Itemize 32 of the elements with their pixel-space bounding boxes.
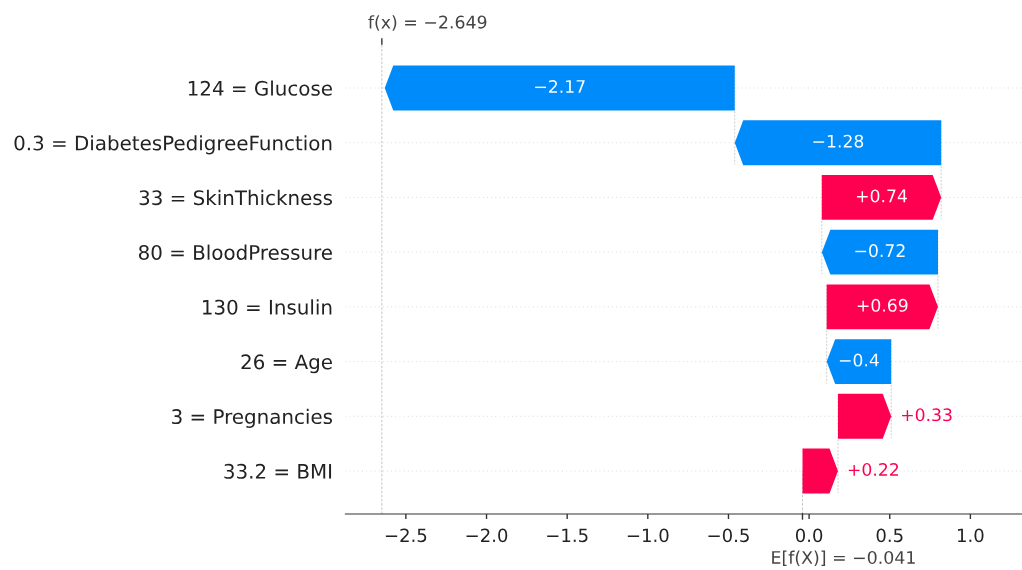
y-tick-label: 26 = Age xyxy=(241,354,332,374)
y-tick-label: 130 = Insulin xyxy=(203,299,332,315)
bar xyxy=(821,174,942,220)
y-tick-label: 80 = BloodPressure xyxy=(138,244,332,260)
ref-line-label: f(x) = −2.649 xyxy=(368,15,487,31)
bar xyxy=(734,120,942,166)
y-tick-label: 3 = Pregnancies xyxy=(172,408,333,428)
x-tick-label: 0.5 xyxy=(876,528,903,543)
data-label: −0.4 xyxy=(839,353,879,367)
data-label: −0.72 xyxy=(855,244,905,258)
x-tick-label: −1.0 xyxy=(627,528,669,543)
y-tick-label: 33 = SkinThickness xyxy=(139,189,333,206)
data-label: −1.28 xyxy=(813,134,864,148)
y-tick-label: 0.3 = DiabetesPedigreeFunction xyxy=(14,135,332,155)
x-tick-label: −2.0 xyxy=(466,528,508,543)
bar xyxy=(826,284,938,330)
data-label: +0.69 xyxy=(857,298,908,312)
x-tick-label: −0.5 xyxy=(708,528,749,543)
y-tick-label: 33.2 = BMI xyxy=(224,463,332,479)
data-label: +0.33 xyxy=(902,408,952,422)
ref-line-label: E[f(X)] = −0.041 xyxy=(772,550,915,567)
bar xyxy=(821,229,938,275)
bar xyxy=(826,339,892,384)
data-label: +0.22 xyxy=(848,462,899,476)
x-tick-label: −2.5 xyxy=(385,528,427,543)
x-tick-label: −1.5 xyxy=(547,528,588,543)
bar xyxy=(384,65,735,111)
x-tick-label: 0.0 xyxy=(795,528,823,543)
data-label: −2.17 xyxy=(535,79,585,93)
data-label: +0.74 xyxy=(856,189,907,203)
x-tick-label: 1.0 xyxy=(958,528,984,543)
y-tick-label: 124 = Glucose xyxy=(188,80,332,96)
